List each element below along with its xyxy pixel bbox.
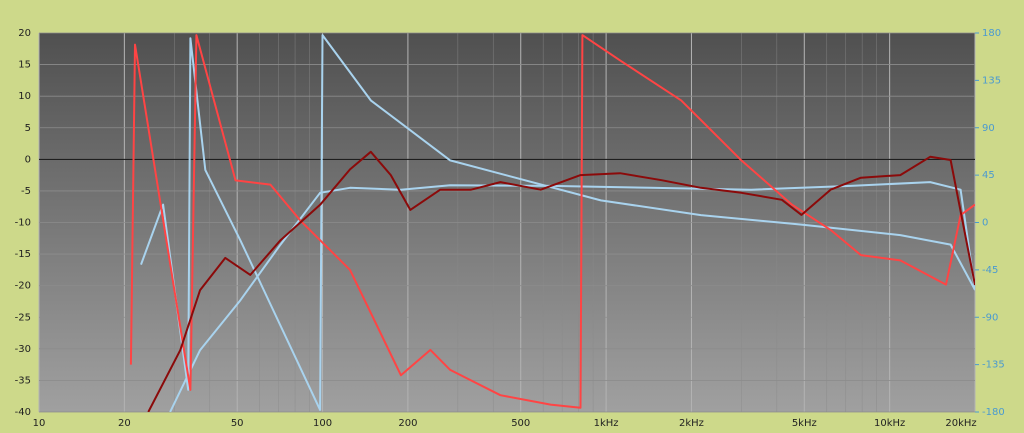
x-tick-label: 50 <box>231 418 244 429</box>
x-tick-label: 5kHz <box>792 418 817 429</box>
series-line <box>169 181 975 412</box>
y-tick-label: -15 <box>15 249 31 260</box>
y-tick-label: 10 <box>18 91 31 102</box>
series-line <box>129 34 975 409</box>
x-tick-label: 2kHz <box>679 418 704 429</box>
y-tick-label: -10 <box>15 218 31 229</box>
y-tick-label: -40 <box>15 407 31 418</box>
series-line <box>140 34 975 411</box>
y-tick-label: 0 <box>25 154 31 165</box>
y-tick-label: -30 <box>15 344 31 355</box>
x-tick-label: 500 <box>511 418 530 429</box>
y-tick-label: 15 <box>18 60 31 71</box>
y-tick-label: 5 <box>25 123 31 134</box>
y2-tick-label: -135 <box>982 360 1005 371</box>
series-line <box>147 150 975 412</box>
x-tick-label: 10kHz <box>874 418 905 429</box>
y2-tick-label: -180 <box>982 407 1005 418</box>
x-tick-label: 20kHz <box>945 418 976 429</box>
x-tick-label: 200 <box>398 418 417 429</box>
x-tick-label: 20 <box>118 418 131 429</box>
x-tick-label: 10 <box>33 418 46 429</box>
y-tick-label: -5 <box>21 186 31 197</box>
y2-tick-label: 0 <box>982 218 988 229</box>
y2-tick-label: -45 <box>982 265 998 276</box>
y2-tick-label: 135 <box>982 75 1001 86</box>
x-tick-label: 1kHz <box>594 418 619 429</box>
y-tick-label: -20 <box>15 281 31 292</box>
lines <box>129 34 975 412</box>
labels: 10 20 50 100 200 500 1kHz 2kHz 5kHz 10kHz 20kHz201… <box>15 28 1005 429</box>
y2-tick-label: 90 <box>982 123 995 134</box>
y-tick-label: -25 <box>15 312 31 323</box>
y2-tick-label: -90 <box>982 312 998 323</box>
y2-tick-label: 180 <box>982 28 1001 39</box>
y-tick-label: 20 <box>18 28 31 39</box>
y2-tick-label: 45 <box>982 170 995 181</box>
x-tick-label: 100 <box>313 418 332 429</box>
y-tick-label: -35 <box>15 375 31 386</box>
